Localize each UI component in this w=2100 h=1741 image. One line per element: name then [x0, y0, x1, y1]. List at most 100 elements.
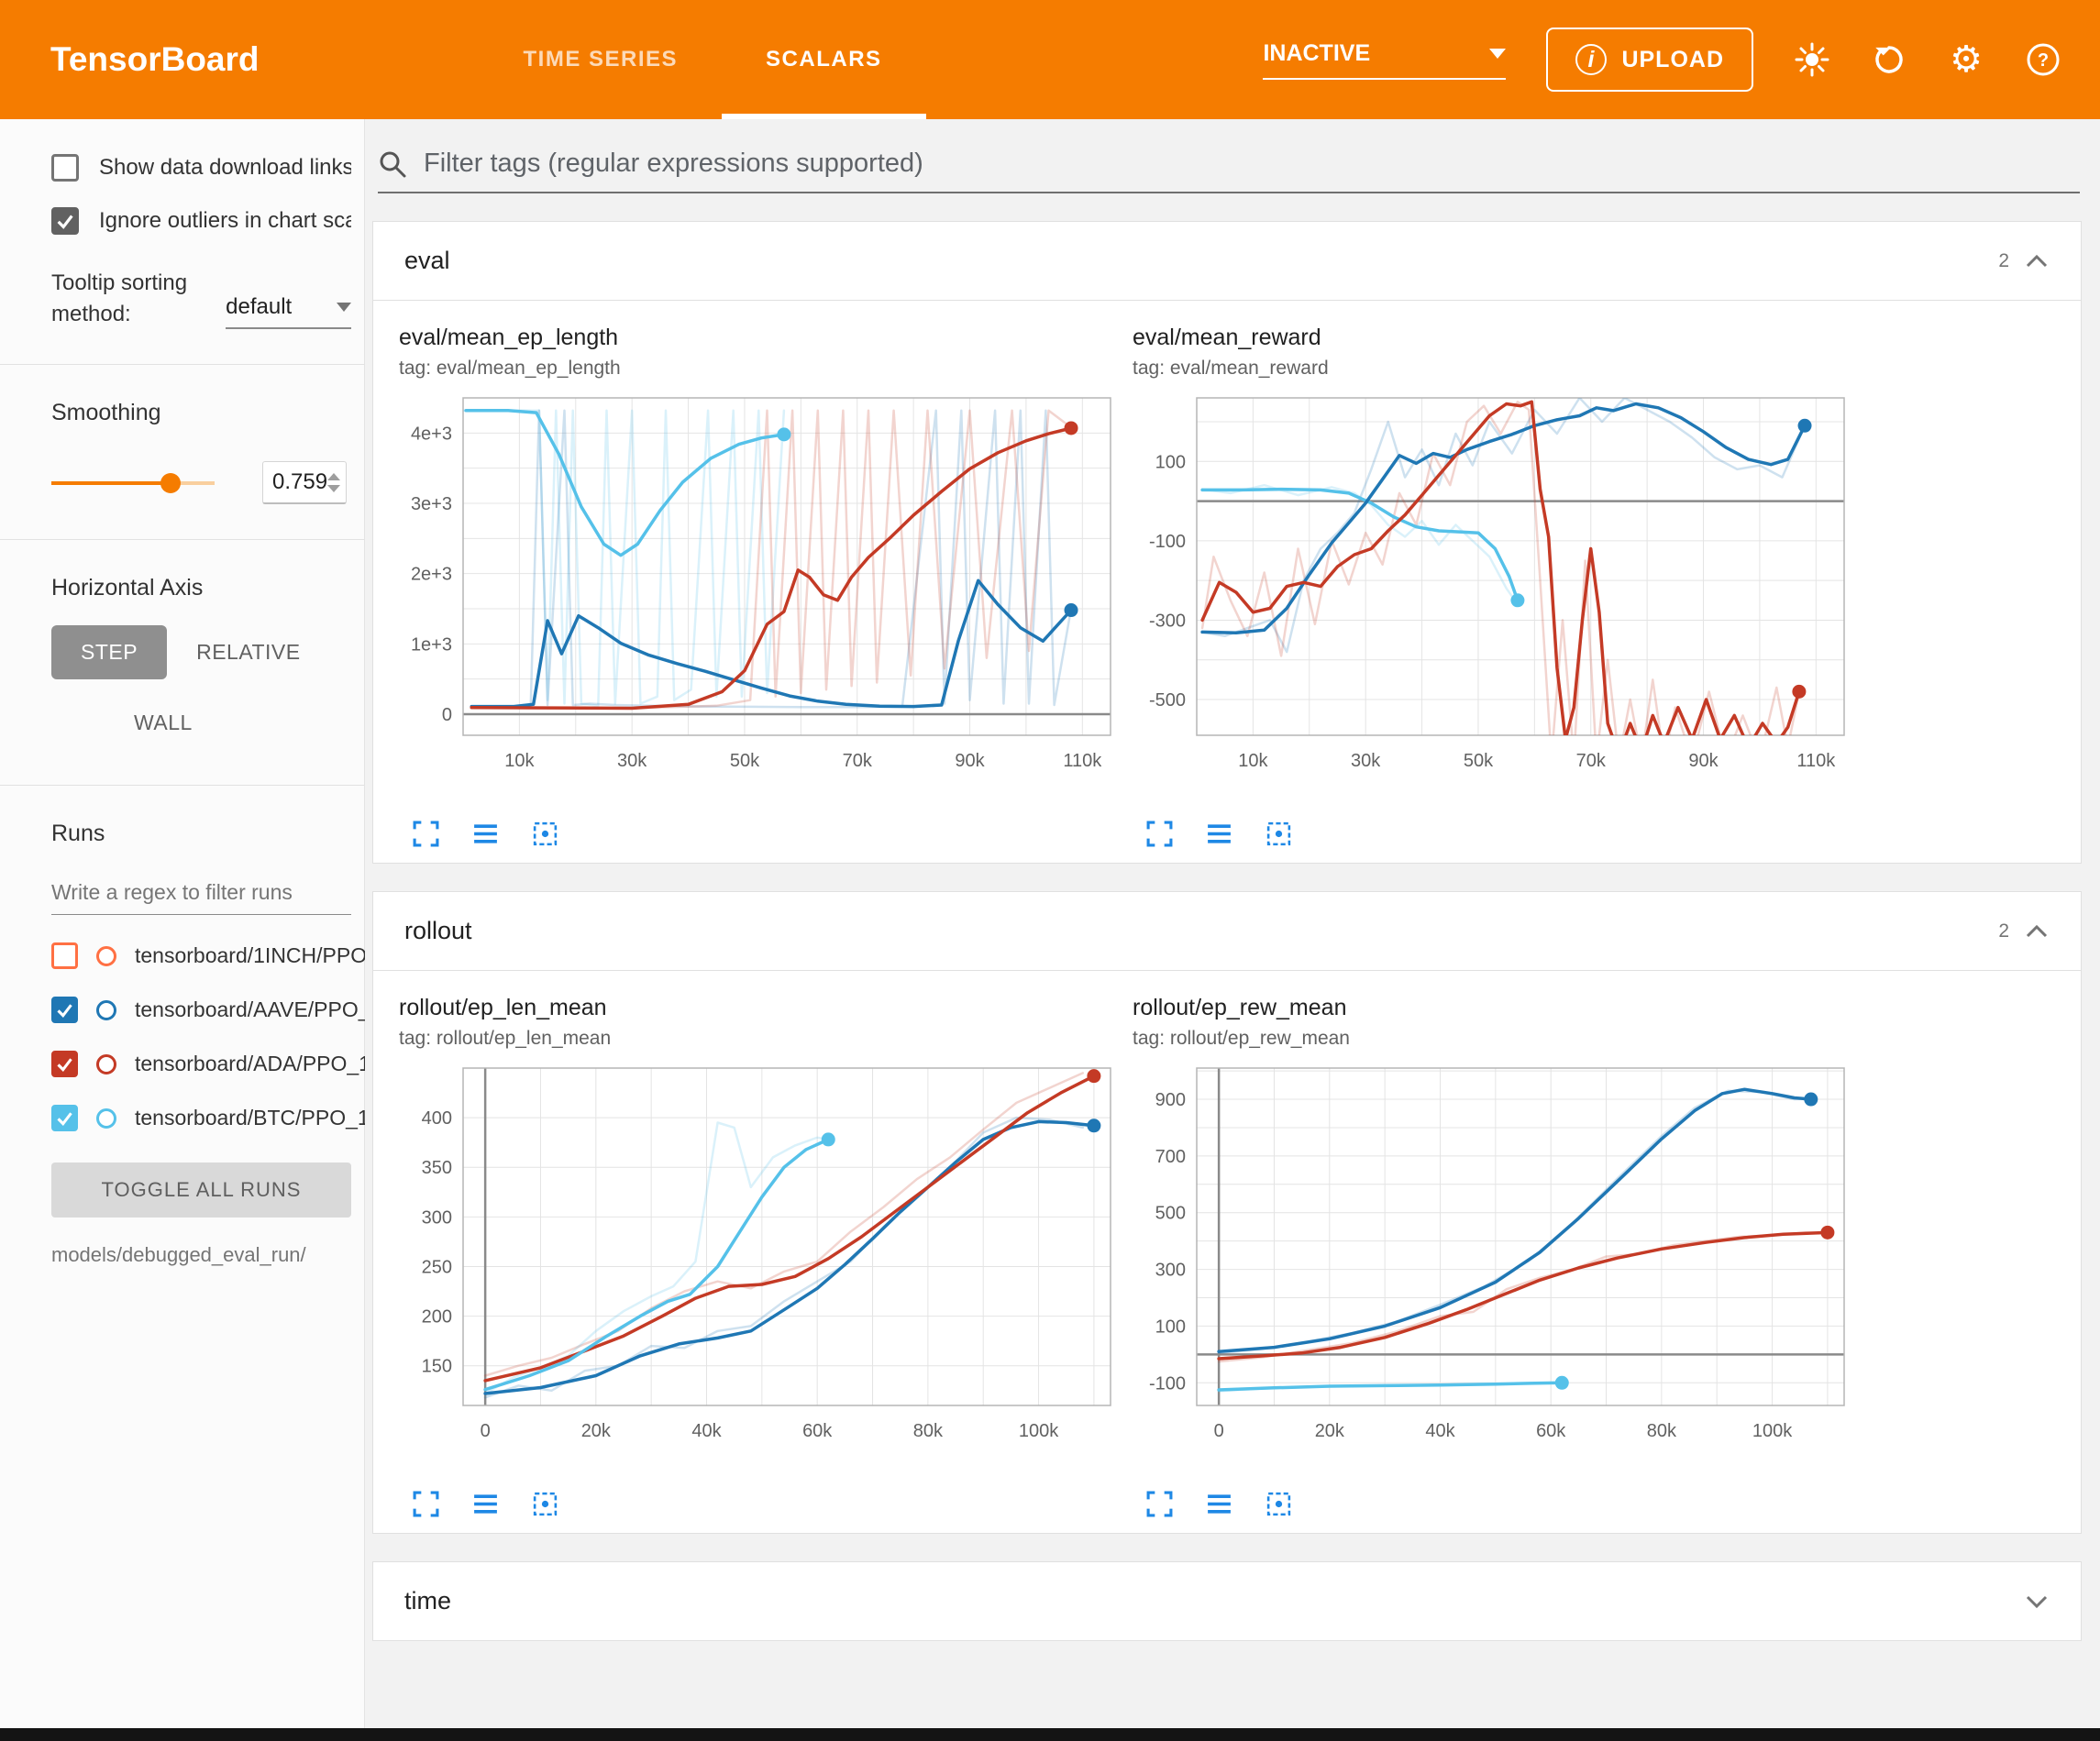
stepper-up-icon[interactable]: [327, 472, 341, 480]
show-download-links-checkbox-row[interactable]: Show data download links: [51, 154, 351, 182]
chart-title: eval/mean_reward: [1133, 325, 1321, 350]
svg-text:100k: 100k: [1752, 1421, 1793, 1441]
chart-rollout-ep-rew-mean: rollout/ep_rew_mean tag: rollout/ep_rew_…: [1133, 995, 1853, 1520]
horizontal-axis-label: Horizontal Axis: [51, 575, 204, 601]
fit-domain-icon[interactable]: [529, 818, 561, 850]
svg-text:-100: -100: [1149, 1373, 1186, 1394]
view-full-data-icon[interactable]: [470, 1488, 502, 1520]
run-row-1inch[interactable]: tensorboard/1INCH/PPO_1: [51, 942, 391, 970]
svg-text:100: 100: [1155, 452, 1186, 472]
smoothing-slider[interactable]: [51, 472, 215, 494]
ignore-outliers-label: Ignore outliers in chart scaling: [99, 208, 351, 233]
chart-plot-area[interactable]: 0 20k 40k 60k 80k 100k -100 100 300 500 700 900: [1133, 1061, 1853, 1484]
section-count: 2: [1998, 249, 2009, 271]
svg-text:700: 700: [1155, 1147, 1186, 1167]
stepper-down-icon[interactable]: [327, 484, 341, 492]
svg-text:90k: 90k: [955, 751, 985, 771]
svg-text:500: 500: [1155, 1204, 1186, 1224]
expand-chart-icon[interactable]: [410, 818, 442, 850]
ignore-outliers-checkbox[interactable]: [51, 207, 79, 235]
fit-domain-icon[interactable]: [1263, 818, 1295, 850]
svg-text:60k: 60k: [802, 1421, 833, 1441]
smoothing-value-input[interactable]: 0.759: [262, 461, 347, 505]
svg-text:250: 250: [422, 1257, 452, 1277]
chart-plot-area[interactable]: 10k 30k 50k 70k 90k 110k 100 -100 -300 -500: [1133, 391, 1853, 814]
svg-text:30k: 30k: [1351, 751, 1381, 771]
search-icon: [380, 151, 406, 177]
view-full-data-icon[interactable]: [470, 818, 502, 850]
help-icon[interactable]: ?: [2025, 41, 2061, 78]
smoothing-value: 0.759: [272, 469, 328, 495]
svg-text:-300: -300: [1149, 611, 1186, 631]
select-caret-icon: [337, 303, 351, 313]
section-title: rollout: [404, 917, 472, 944]
smoothing-slider-track: [51, 480, 215, 485]
chevron-up-icon[interactable]: [2024, 253, 2050, 270]
chart-plot-area[interactable]: 10k 30k 50k 70k 90k 110k 0 1e+3 2e+3 3e+3 4e+3: [399, 391, 1120, 814]
svg-text:50k: 50k: [1464, 751, 1494, 771]
axis-option-relative[interactable]: RELATIVE: [167, 625, 330, 679]
run-row-btc[interactable]: tensorboard/BTC/PPO_1: [51, 1105, 370, 1132]
info-icon: i: [1575, 44, 1608, 75]
refresh-icon[interactable]: [1871, 41, 1907, 78]
runs-filter-input[interactable]: [51, 871, 351, 916]
svg-text:-500: -500: [1149, 690, 1186, 711]
run-label: tensorboard/AAVE/PPO_1: [135, 997, 382, 1022]
chart-title: eval/mean_ep_length: [399, 325, 619, 350]
svg-text:2e+3: 2e+3: [411, 565, 452, 585]
status-dropdown[interactable]: INACTIVE: [1263, 40, 1507, 80]
run-checkbox[interactable]: [51, 1051, 78, 1078]
view-full-data-icon[interactable]: [1203, 818, 1235, 850]
svg-text:350: 350: [422, 1158, 452, 1178]
section-header-time[interactable]: time: [373, 1562, 2081, 1640]
smoothing-slider-thumb[interactable]: [160, 472, 181, 493]
tab-time-series[interactable]: TIME SERIES: [523, 47, 679, 72]
svg-text:0: 0: [442, 705, 452, 725]
toggle-all-runs-button[interactable]: TOGGLE ALL RUNS: [51, 1163, 351, 1218]
smoothing-stepper[interactable]: [327, 472, 341, 492]
upload-button[interactable]: i UPLOAD: [1546, 28, 1753, 92]
axis-option-step[interactable]: STEP: [51, 625, 168, 680]
tooltip-sorting-value: default: [226, 294, 293, 320]
ignore-outliers-checkbox-row[interactable]: Ignore outliers in chart scaling: [51, 207, 351, 235]
expand-chart-icon[interactable]: [1144, 1488, 1176, 1520]
chart-rollout-ep-len-mean: rollout/ep_len_mean tag: rollout/ep_len_…: [399, 995, 1120, 1520]
chart-tag: tag: rollout/ep_rew_mean: [1133, 1028, 1350, 1049]
show-download-links-checkbox[interactable]: [51, 154, 79, 182]
svg-text:?: ?: [2038, 50, 2049, 71]
settings-gear-icon[interactable]: ⚙: [1950, 39, 1983, 80]
chart-plot-area[interactable]: 0 20k 40k 60k 80k 100k 150 200 250 300 350 400: [399, 1061, 1120, 1484]
chart-tag: tag: eval/mean_ep_length: [399, 358, 621, 379]
axis-option-wall[interactable]: WALL: [105, 696, 222, 750]
fit-domain-icon[interactable]: [1263, 1488, 1295, 1520]
chart-tag: tag: eval/mean_reward: [1133, 358, 1329, 379]
run-checkbox[interactable]: [51, 997, 78, 1024]
brightness-icon[interactable]: [1794, 41, 1830, 78]
fit-domain-icon[interactable]: [529, 1488, 561, 1520]
tab-scalars[interactable]: SCALARS: [722, 0, 926, 119]
sidebar-divider: [0, 785, 364, 787]
bottom-edge-bar: [0, 1728, 2100, 1741]
chevron-up-icon[interactable]: [2024, 923, 2050, 940]
horizontal-axis-options: STEP RELATIVE WALL: [51, 625, 363, 750]
section-header-rollout[interactable]: rollout 2: [373, 892, 2081, 971]
expand-chart-icon[interactable]: [1144, 818, 1176, 850]
expand-chart-icon[interactable]: [410, 1488, 442, 1520]
section-card-rollout: rollout 2 rollout/ep_len_mean tag: rollo…: [372, 891, 2082, 1534]
chart-eval-mean-ep-length: eval/mean_ep_length tag: eval/mean_ep_le…: [399, 325, 1120, 850]
upload-button-label: UPLOAD: [1621, 46, 1724, 72]
dropdown-caret-icon: [1489, 48, 1507, 59]
chart-tag: tag: rollout/ep_len_mean: [399, 1028, 612, 1049]
run-checkbox[interactable]: [51, 942, 78, 970]
svg-text:10k: 10k: [1238, 751, 1268, 771]
chevron-down-icon[interactable]: [2024, 1593, 2050, 1610]
sidebar-divider: [0, 539, 364, 541]
run-row-aave[interactable]: tensorboard/AAVE/PPO_1: [51, 997, 381, 1024]
run-row-ada[interactable]: tensorboard/ADA/PPO_1: [51, 1051, 370, 1078]
run-checkbox[interactable]: [51, 1105, 78, 1132]
tag-filter-input[interactable]: [424, 149, 2080, 179]
svg-text:100: 100: [1155, 1317, 1186, 1337]
section-header-eval[interactable]: eval 2: [373, 222, 2081, 301]
view-full-data-icon[interactable]: [1203, 1488, 1235, 1520]
tooltip-sorting-select[interactable]: default: [226, 294, 351, 330]
